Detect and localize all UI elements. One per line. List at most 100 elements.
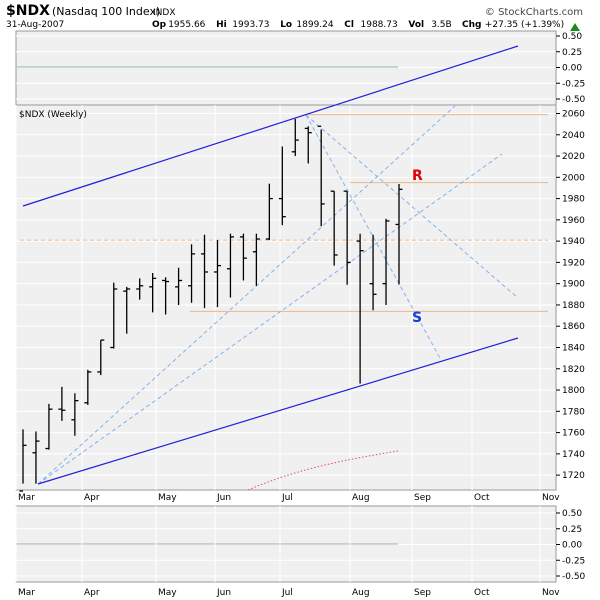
y-tick-label: 1880 [562,301,585,311]
ohlc-bar [123,286,131,334]
ohlc-bar [71,393,79,436]
ohlc-bar [201,234,209,309]
ohlc-bar [97,339,105,376]
ohlc-bar [213,240,221,308]
quote-label: Lo [280,20,292,30]
ohlc-bar [136,278,144,300]
y-tick-label: 1860 [562,322,585,332]
ohlc-bar [252,233,260,286]
ohlc-bar [175,267,183,305]
month-label-bottom: Apr [84,588,100,598]
ohlc-bar [32,431,40,484]
month-label-bottom: Sep [414,588,431,598]
y-tick-label: 1780 [562,407,585,417]
quote-label: Vol [408,20,424,30]
bottom-panel-tick-label: 0.00 [562,541,582,551]
y-tick-label: 2000 [562,173,585,183]
bottom-panel-tick-label: -0.25 [562,556,585,566]
y-tick-label: 1940 [562,237,585,247]
ohlc-bar [382,218,390,305]
index-name-text: (Nasdaq 100 Index) [52,5,160,18]
ohlc-bar [239,233,247,281]
x-axis: Mar Mar Apr Apr May May Jun Jun Jul Jul Aug Aug Sep S… [18,493,560,598]
ohlc-bar [226,233,234,298]
fan-line [305,114,519,299]
quote-label: Op [152,20,167,30]
ohlc-bar [45,403,53,450]
month-label-bottom: May [158,588,177,598]
ohlc-bar [19,429,27,492]
month-label-bottom: Jun [216,588,231,598]
quote-value: 3.5B [431,20,452,30]
ohlc-bar [162,277,170,315]
fan-line [37,105,456,485]
ohlc-bar [356,233,364,384]
symbol-text: $NDX [6,3,50,19]
quote-value: 1988.73 [361,20,398,30]
up-arrow-icon [570,23,580,31]
bottom-panel-tick-label: 0.50 [562,509,582,519]
month-label-bottom: Jul [281,588,293,598]
y-tick-label: 1720 [562,471,585,481]
quote-value: 1955.66 [168,20,205,30]
top-panel-tick-label: -0.50 [562,95,586,105]
month-label: Aug [352,493,370,503]
quote-label: Chg [462,20,481,30]
ohlc-bar [369,234,377,311]
exchange-text: INDX [153,8,175,18]
fan-line [37,153,503,485]
y-tick-label: 1920 [562,258,585,268]
resistance-label: R [412,168,423,184]
top-panel-tick-label: -0.25 [562,79,585,89]
watermark-text: © StockCharts.com [485,7,583,18]
ohlc-bar [343,190,351,285]
month-label-bottom: Mar [18,588,35,598]
quote-value: 1993.73 [232,20,269,30]
ohlc-bar [58,386,66,421]
ohlc-bar [84,369,92,405]
ohlc-bar [265,183,273,241]
y-tick-label: 1760 [562,429,585,439]
month-label: Mar [18,493,35,503]
ohlc-bar [330,190,338,266]
quote-label: Cl [344,20,354,30]
main-panel [15,104,557,491]
y-tick-label: 1900 [562,280,585,290]
month-label: Jul [281,493,293,503]
month-label: Sep [414,493,431,503]
quote-label: Hi [216,20,227,30]
panel-label: $NDX (Weekly) [19,110,87,120]
quote-value: 1899.24 [296,20,333,30]
ohlc-bars [19,118,403,492]
quote-value: +27.35 (+1.39%) [485,20,564,30]
channel-lower [37,337,519,485]
month-label: Nov [542,493,560,503]
y-tick-label: 1960 [562,216,585,226]
month-label-bottom: Aug [352,588,370,598]
bottom-panel-tick-label: 0.25 [562,525,582,535]
y-tick-label: 1800 [562,386,585,396]
ohlc-bar [304,126,312,164]
y-tick-label: 1820 [562,365,585,375]
ohlc-bar [291,118,299,157]
month-label: Oct [474,493,490,503]
fan-line [305,114,441,359]
ohlc-bar [188,244,196,303]
top-panel-tick-label: 0.25 [562,48,582,58]
month-label-bottom: Oct [474,588,490,598]
ohlc-bar [149,273,157,313]
month-label: Apr [84,493,100,503]
month-label-bottom: Nov [542,588,560,598]
month-label: May [158,493,177,503]
y-axis: 1720 1740 1760 1780 1800 1820 1840 1860 1880 1900… [556,32,586,582]
grid-lines [15,35,556,582]
y-tick-label: 2020 [562,152,585,162]
y-tick-label: 1840 [562,343,585,353]
bottom-panel-tick-label: -0.50 [562,572,586,582]
ohlc-bar [395,183,403,285]
y-tick-label: 2060 [562,110,585,120]
date-text: 31-Aug-2007 [6,20,64,30]
quote-row: Op 1955.66 Hi 1993.73 Lo 1899.24 Cl 1988.73 Vol 3… [152,20,564,30]
ohlc-bar [317,125,325,227]
